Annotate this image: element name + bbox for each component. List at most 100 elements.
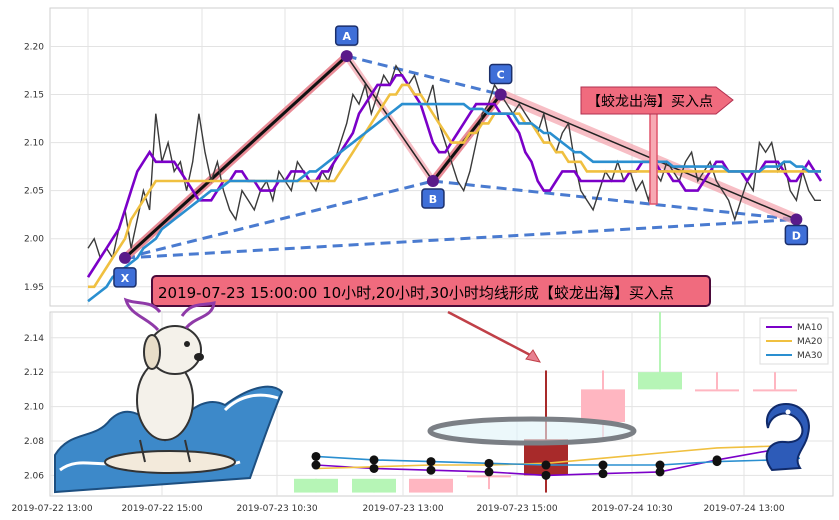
signal-arrow-head: [525, 349, 542, 363]
signal-highlight-ellipse: [427, 416, 637, 446]
price-y-tick-label: 1.95: [24, 283, 44, 293]
dog-horns: [123, 297, 216, 332]
price-plot-area: [49, 7, 834, 307]
candle-x-tick-label: 2019-07-23 13:00: [362, 504, 443, 514]
wave-dashed-XD: [124, 217, 797, 260]
candles: [294, 312, 797, 493]
wave-point-dot-d: [790, 213, 803, 226]
surfboard: [104, 450, 236, 474]
candle-x-tick-label: 2019-07-22 13:00: [11, 504, 92, 514]
candle-ma-lines: [311, 440, 801, 480]
candle-y-tick-label: 2.06: [24, 471, 44, 481]
price-line: [87, 64, 821, 260]
wave-point-label-x: X: [121, 272, 130, 285]
wave-point-badge-x: [113, 267, 137, 288]
candle-y-tick-label: 2.14: [24, 334, 44, 344]
legend-entry-ma10: MA10: [797, 323, 823, 333]
dog-eye: [184, 341, 190, 347]
candle-body: [695, 389, 739, 392]
wave-point-label-b: B: [429, 193, 437, 206]
moving-average-lines: [86, 74, 823, 303]
wave-leg-XA: [123, 54, 348, 260]
ma-dot: [369, 455, 379, 465]
ma-dot: [712, 457, 722, 467]
candle-y-ticks: 2.06 2.08 2.10 2.12 2.14: [24, 334, 44, 482]
price-y-tick-label: 2.00: [24, 235, 44, 245]
legend-entry-ma30: MA30: [797, 351, 823, 361]
wave-dashed-AC: [346, 54, 502, 96]
buy-point-arrow: [580, 86, 734, 115]
price-y-ticks: 1.95 2.00 2.05 2.10 2.15 2.20: [24, 42, 44, 292]
wave-point-badge-d: [784, 224, 809, 246]
ma-dot: [484, 467, 494, 477]
wave-point-badge-b: [421, 188, 445, 209]
wave-leg-CD: [500, 93, 797, 221]
candle-body: [753, 389, 797, 392]
price-series: [87, 64, 821, 260]
buy-point-marker: 【蛟龙出海】买入点: [580, 86, 734, 205]
ma-series-ma10: [86, 74, 823, 278]
wave-point-dot-a: [340, 50, 353, 63]
candle-x-ticks: 2019-07-22 13:00 2019-07-22 15:00 2019-07-…: [11, 504, 784, 514]
signal-arrow-shaft: [447, 310, 535, 359]
signal-annotation: 2019-07-23 15:00:00 10小时,20小时,30小时均线形成【蛟…: [151, 275, 711, 363]
candle-y-tick-label: 2.10: [24, 403, 44, 413]
price-panel: 1.95 2.00 2.05 2.10 2.15 2.20 X A B C D 【蛟龙出海】买入点: [24, 7, 834, 307]
wave-point-label-d: D: [792, 229, 801, 242]
ma-series-ma20: [88, 83, 821, 289]
ma-dot: [311, 451, 321, 461]
buy-point-label: 【蛟龙出海】买入点: [587, 94, 713, 110]
price-y-tick-label: 2.10: [24, 139, 44, 149]
ma-dot: [655, 467, 665, 477]
candle-x-tick-label: 2019-07-22 15:00: [121, 504, 202, 514]
ma-dot: [541, 460, 551, 470]
wave-point-badge-c: [488, 63, 513, 85]
candle-body: [294, 478, 338, 493]
candle-body: [352, 478, 396, 493]
ma-dot: [426, 457, 436, 467]
candle-ma-ma30: [315, 455, 801, 466]
wave-point-label-c: C: [497, 69, 505, 82]
ma-dot: [369, 463, 379, 473]
ma-dot: [598, 469, 608, 479]
signal-banner: [151, 275, 711, 307]
ma-legend: MA10 MA20 MA30: [759, 317, 829, 365]
ma-dot: [484, 458, 494, 468]
signal-banner-text: 2019-07-23 15:00:00 10小时,20小时,30小时均线形成【蛟…: [158, 284, 674, 302]
price-y-tick-label: 2.05: [24, 187, 44, 197]
candle-body: [638, 372, 682, 390]
candle-y-tick-label: 2.12: [24, 368, 44, 378]
dragon-eye: [785, 409, 791, 415]
wave-point-dot-b: [426, 175, 439, 188]
wave-leg-AB: [346, 55, 434, 182]
candle-x-tick-label: 2019-07-23 15:00: [476, 504, 557, 514]
ma-dot: [311, 460, 321, 470]
dog-nose: [194, 353, 204, 361]
candle-body: [409, 478, 453, 493]
price-y-tick-label: 2.20: [24, 42, 44, 52]
wave-dashed-BD: [432, 179, 797, 221]
price-y-tick-label: 2.15: [24, 91, 44, 101]
ma-dot: [541, 470, 551, 480]
wave-crest: [223, 393, 279, 412]
dragon-body: [765, 402, 810, 472]
ma-dot: [598, 460, 608, 470]
candle-body: [581, 389, 625, 423]
ma-dot: [426, 465, 436, 475]
ma-series-ma30: [87, 102, 821, 303]
dog-ear: [143, 334, 161, 370]
candle-ma-ma20: [315, 440, 801, 470]
legend-entry-ma20: MA20: [797, 337, 823, 347]
wave-point-label-a: A: [342, 30, 351, 43]
wave-point-markers: X A B C D: [113, 25, 809, 288]
wave-dashed-XB: [124, 179, 434, 260]
wave-point-badge-a: [334, 25, 359, 46]
dragon-illustration: [765, 402, 810, 472]
dog-surfing-illustration: [54, 297, 284, 494]
candle-ma-ma10: [315, 440, 801, 477]
candle-y-tick-label: 2.08: [24, 437, 44, 447]
candle-x-tick-label: 2019-07-24 13:00: [703, 504, 784, 514]
wave-point-dot-c: [494, 88, 507, 101]
candle-x-tick-label: 2019-07-23 10:30: [236, 504, 317, 514]
